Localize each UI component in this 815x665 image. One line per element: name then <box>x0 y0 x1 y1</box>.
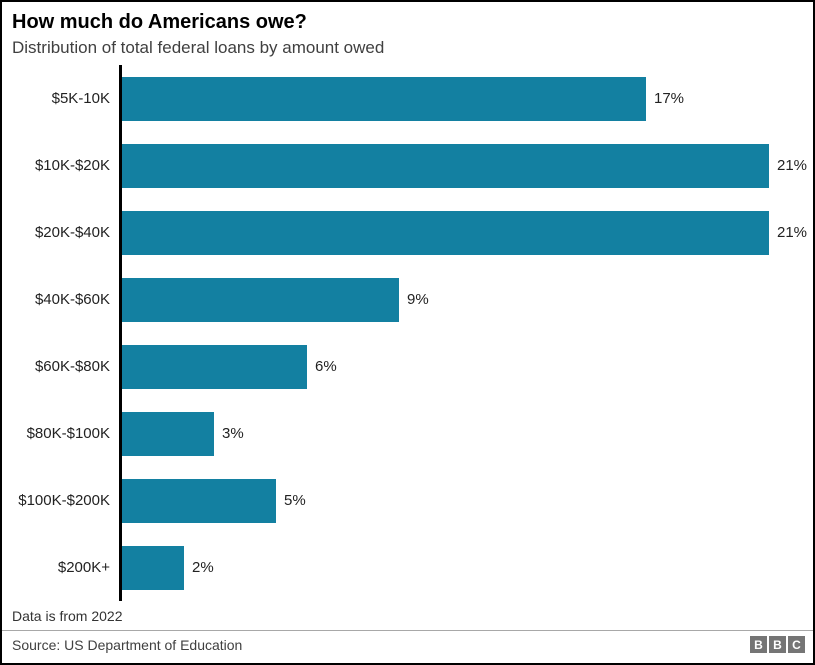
chart-row: $10K-$20K 21% <box>2 132 813 200</box>
value-label: 6% <box>315 358 337 376</box>
value-label: 17% <box>654 90 685 108</box>
bar <box>122 210 769 255</box>
category-label: $5K-10K <box>51 90 110 108</box>
chart-row: $200K+ 2% <box>2 534 813 602</box>
chart-row: $100K-$200K 5% <box>2 467 813 535</box>
chart-row: $60K-$80K 6% <box>2 333 813 401</box>
bar <box>122 411 214 456</box>
value-label: 2% <box>192 559 214 577</box>
bar <box>122 344 307 389</box>
bar <box>122 76 646 121</box>
bar-track: 2% <box>119 534 813 602</box>
category-label: $200K+ <box>57 559 110 577</box>
bbc-logo-block: B <box>769 636 786 654</box>
chart-subtitle: Distribution of total federal loans by a… <box>12 38 385 57</box>
chart-rows: $5K-10K 17% $10K-$20K 21% $20K-$40K 21% $40K-$… <box>2 65 813 602</box>
source-label: Source: US Department of Education <box>12 636 243 653</box>
bar <box>122 277 399 322</box>
category-label: $80K-$100K <box>26 425 110 443</box>
category-label: $100K-$200K <box>18 492 110 510</box>
bar-track: 6% <box>119 333 813 401</box>
bar-track: 9% <box>119 266 813 334</box>
bar <box>122 478 276 523</box>
chart-header: How much do Americans owe? Distribution … <box>2 2 813 58</box>
bar <box>122 545 184 590</box>
chart-footer: Data is from 2022 Source: US Department … <box>2 606 813 654</box>
bbc-logo-block: B <box>750 636 767 654</box>
bar-track: 3% <box>119 400 813 468</box>
data-note: Data is from 2022 <box>12 608 123 625</box>
bar-track: 17% <box>119 65 813 133</box>
footer-divider <box>2 630 813 632</box>
bar-track: 21% <box>119 132 813 200</box>
category-label: $10K-$20K <box>34 157 110 175</box>
value-label: 9% <box>407 291 429 309</box>
value-label: 5% <box>284 492 306 510</box>
page-title: How much do Americans owe? <box>12 11 307 33</box>
chart-row: $20K-$40K 21% <box>2 199 813 267</box>
chart-row: $80K-$100K 3% <box>2 400 813 468</box>
bar-track: 5% <box>119 467 813 535</box>
bar <box>122 143 769 188</box>
bbc-logo-block: C <box>788 636 805 654</box>
value-label: 21% <box>777 157 808 175</box>
value-label: 3% <box>222 425 244 443</box>
category-label: $60K-$80K <box>34 358 110 376</box>
chart-row: $5K-10K 17% <box>2 65 813 133</box>
bar-track: 21% <box>119 199 813 267</box>
chart-row: $40K-$60K 9% <box>2 266 813 334</box>
category-label: $40K-$60K <box>34 291 110 309</box>
category-label: $20K-$40K <box>34 224 110 242</box>
bar-chart: $5K-10K 17% $10K-$20K 21% $20K-$40K 21% $40K-$… <box>2 65 813 602</box>
value-label: 21% <box>777 224 808 242</box>
